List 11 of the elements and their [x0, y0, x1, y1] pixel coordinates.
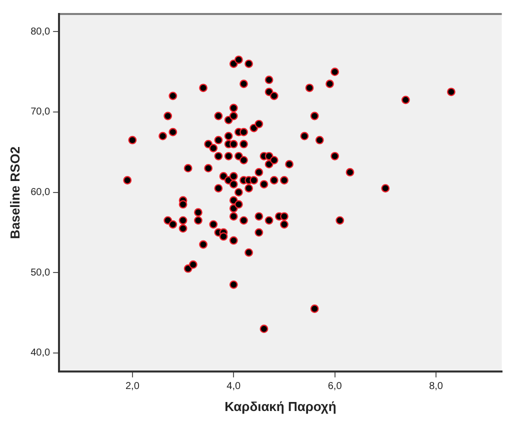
y-tick-label: 50,0 [30, 267, 50, 278]
x-tick-label: 2,0 [125, 381, 140, 392]
x-tick-label: 6,0 [328, 381, 342, 392]
x-tick-label: 8,0 [429, 381, 444, 392]
y-tick-label: 60,0 [30, 187, 50, 198]
y-tick-label: 80,0 [30, 26, 50, 38]
y-tick-label: 40,0 [30, 348, 50, 359]
x-tick-label: 4,0 [226, 381, 242, 392]
x-axis-title: Καρδιακή Παροχή [224, 398, 336, 414]
y-tick-label: 70,0 [30, 106, 50, 118]
y-axis-title: Baseline RSO2 [7, 146, 22, 239]
